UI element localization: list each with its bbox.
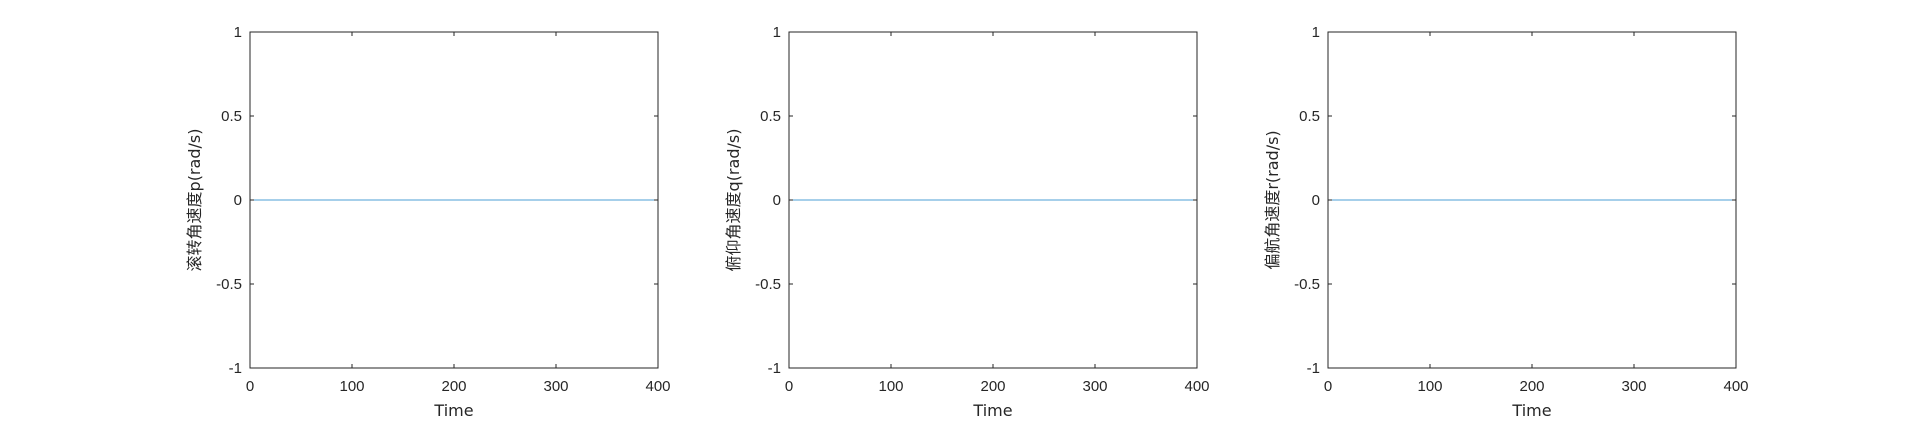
x-tick-label: 200 <box>1519 378 1544 395</box>
x-axis-label: Time <box>972 401 1012 420</box>
x-axis-label: Time <box>1511 401 1551 420</box>
x-tick-label: 400 <box>1184 378 1209 395</box>
chart-panel-2: 0 100 200 300 400 -1 -0.5 0 0.5 1 Time 俯仰角速度q(rad/s… <box>724 24 1210 420</box>
y-tick-label: 0.5 <box>221 108 242 125</box>
y-tick-label: -1 <box>1307 360 1320 377</box>
y-tick-label: -0.5 <box>216 276 242 293</box>
y-tick-label: -0.5 <box>1294 276 1320 293</box>
y-axis-label: 俯仰角速度q(rad/s) <box>724 129 743 272</box>
x-tick-label: 400 <box>1723 378 1748 395</box>
x-tick-label: 100 <box>878 378 903 395</box>
x-tick-label: 0 <box>246 378 254 395</box>
chart-panel-3: 0 100 200 300 400 -1 -0.5 0 0.5 1 Time 偏航角速度r(rad/s… <box>1263 24 1749 420</box>
y-tick-label: -1 <box>768 360 781 377</box>
x-tick-label: 300 <box>1621 378 1646 395</box>
y-tick-label: 1 <box>234 24 242 41</box>
x-axis-label: Time <box>433 401 473 420</box>
y-tick-label: 0.5 <box>760 108 781 125</box>
x-tick-label: 0 <box>785 378 793 395</box>
x-tick-label: 200 <box>980 378 1005 395</box>
y-tick-label: 0 <box>773 192 781 209</box>
y-tick-label: 1 <box>1312 24 1320 41</box>
y-axis-label: 偏航角速度r(rad/s) <box>1263 130 1282 269</box>
y-axis-label: 滚转角速度p(rad/s) <box>185 129 204 272</box>
y-tick-label: 0.5 <box>1299 108 1320 125</box>
x-tick-label: 300 <box>543 378 568 395</box>
y-tick-label: -1 <box>229 360 242 377</box>
y-tick-label: 0 <box>1312 192 1320 209</box>
x-tick-label: 100 <box>1417 378 1442 395</box>
x-tick-label: 400 <box>645 378 670 395</box>
chart-panel-1: 0 100 200 300 400 -1 -0.5 0 0.5 1 Time 滚转角速度p(rad/s… <box>185 24 671 420</box>
x-tick-label: 300 <box>1082 378 1107 395</box>
y-tick-label: -0.5 <box>755 276 781 293</box>
x-tick-label: 200 <box>441 378 466 395</box>
y-tick-label: 1 <box>773 24 781 41</box>
y-tick-label: 0 <box>234 192 242 209</box>
x-tick-label: 100 <box>339 378 364 395</box>
x-tick-label: 0 <box>1324 378 1332 395</box>
